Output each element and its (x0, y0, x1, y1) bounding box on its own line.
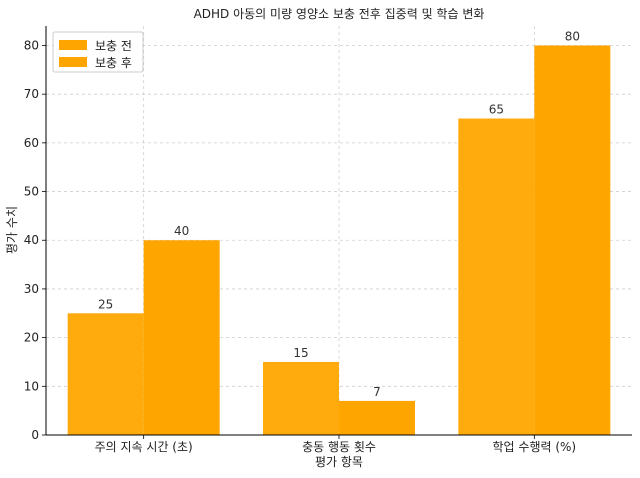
x-tick-label: 학업 수행력 (%) (493, 439, 577, 454)
legend: 보충 전보충 후 (52, 31, 144, 73)
x-axis-label: 평가 항목 (315, 455, 363, 469)
data-label: 80 (565, 29, 580, 43)
y-tick-label: 70 (24, 87, 39, 101)
x-tick-label: 충동 행동 횟수 (302, 439, 376, 454)
y-tick-label: 0 (31, 428, 39, 442)
data-label: 65 (489, 103, 504, 117)
y-tick-label: 60 (24, 136, 39, 150)
chart-title: ADHD 아동의 미량 영양소 보충 전후 집중력 및 학습 변화 (194, 7, 485, 21)
legend-swatch (59, 57, 87, 67)
y-tick-label: 80 (24, 38, 39, 52)
legend-label: 보충 전 (95, 39, 132, 53)
data-label: 7 (373, 385, 381, 399)
y-tick-label: 50 (24, 185, 39, 199)
y-tick-label: 10 (24, 379, 39, 393)
data-label: 15 (293, 346, 308, 360)
bar-after (143, 240, 220, 435)
y-tick-label: 40 (24, 233, 39, 247)
legend-swatch (59, 40, 87, 50)
x-tick-label: 주의 지속 시간 (초) (95, 440, 193, 454)
data-labels: 25 15 65 40 7 80 (98, 29, 580, 398)
bars (67, 45, 611, 435)
data-label: 25 (98, 297, 113, 311)
legend-label: 보충 후 (95, 56, 132, 70)
y-tick-label: 20 (24, 331, 39, 345)
y-tick-label: 30 (24, 282, 39, 296)
bar-before (458, 118, 535, 435)
ticks: 0 10 20 30 40 50 60 70 80 주의 지속 시간 (초) 충동 행동 횟수 학업 … (24, 38, 576, 454)
bar-before (263, 361, 339, 435)
bar-before (67, 313, 144, 435)
bar-after (339, 400, 415, 435)
bar-after (534, 45, 611, 435)
data-label: 40 (174, 224, 189, 238)
y-axis-label: 평가 수치 (5, 206, 19, 254)
